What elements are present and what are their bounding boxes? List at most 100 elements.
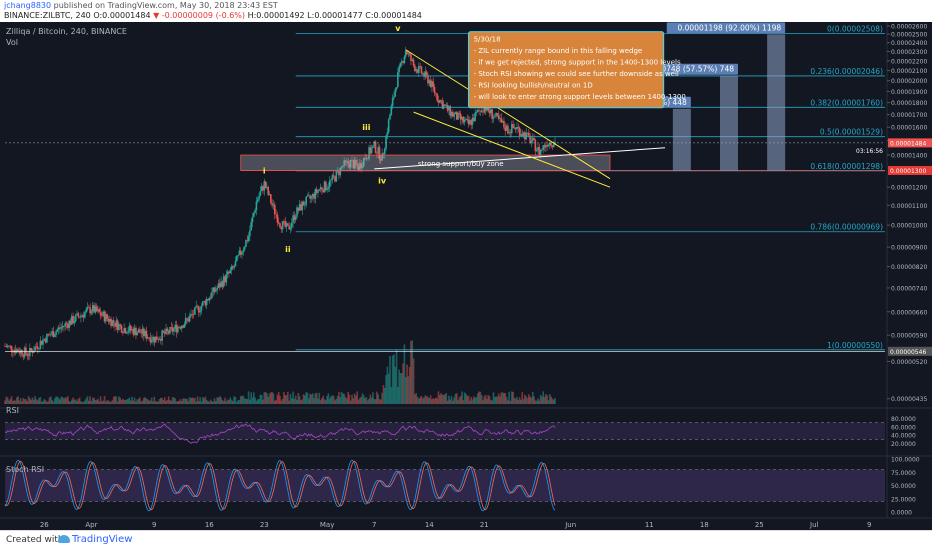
wave-label: iii	[362, 123, 370, 132]
candle	[310, 196, 313, 199]
volume-bar	[212, 401, 215, 404]
volume-bar	[101, 401, 103, 404]
candle	[432, 81, 435, 87]
stoch-d-line	[4, 460, 556, 511]
volume-bar	[335, 398, 338, 404]
volume-bar	[21, 401, 23, 404]
candle	[373, 141, 376, 146]
candle	[65, 323, 68, 325]
volume-bar	[161, 398, 163, 404]
tradingview-brand[interactable]: TradingView	[72, 534, 133, 545]
volume-bar	[43, 399, 46, 404]
candle	[292, 215, 294, 223]
candle	[431, 81, 433, 88]
volume-bar	[15, 397, 18, 404]
volume-bar	[76, 401, 78, 404]
x-tick-label: 14	[425, 521, 434, 529]
candle	[429, 80, 432, 88]
volume-bar	[73, 399, 76, 404]
candle	[98, 309, 101, 313]
volume-bar	[386, 366, 389, 404]
candle	[288, 225, 290, 230]
volume-bar	[349, 400, 352, 404]
candle	[330, 179, 332, 181]
candle	[6, 345, 9, 348]
candle	[238, 250, 241, 256]
volume-bar	[245, 398, 247, 404]
candle	[105, 314, 107, 322]
volume-bar	[242, 395, 245, 404]
volume-bar	[484, 394, 487, 404]
volume-bar	[542, 391, 545, 404]
candle	[386, 132, 389, 136]
annotation-line: - if we get rejected, strong support in …	[474, 59, 681, 67]
candle	[198, 306, 200, 313]
candle	[283, 221, 285, 222]
volume-bar	[272, 393, 275, 404]
volume-bar	[77, 398, 80, 404]
volume-bar	[322, 395, 325, 404]
candle	[174, 324, 177, 329]
candle	[370, 148, 373, 154]
annotation-note[interactable]	[467, 31, 665, 109]
candle	[47, 333, 50, 335]
candle	[215, 290, 217, 292]
volume-bar	[153, 396, 156, 404]
volume-bar	[152, 401, 154, 404]
candle	[186, 317, 188, 319]
volume-bar	[402, 363, 404, 404]
candle	[458, 113, 461, 114]
volume-bar	[123, 399, 125, 404]
candle	[251, 216, 254, 223]
created-with-text: Created with	[6, 535, 64, 545]
candle	[538, 147, 541, 156]
volume-bar	[200, 401, 203, 404]
volume-bar	[366, 400, 369, 404]
volume-bar	[42, 401, 44, 404]
candle	[504, 127, 507, 131]
candle	[455, 111, 458, 120]
candle	[213, 287, 216, 292]
volume-bar	[82, 401, 85, 404]
volume-bar	[554, 397, 556, 404]
candle	[276, 214, 279, 223]
volume-bar	[224, 397, 226, 404]
candle	[30, 347, 32, 351]
annotation-line: 5/30/18	[474, 36, 501, 44]
wave-label: ii	[285, 245, 291, 254]
volume-bar	[415, 393, 417, 404]
volume-bar	[370, 397, 373, 404]
candle	[272, 204, 275, 206]
candle	[449, 105, 452, 116]
volume-bar	[281, 398, 284, 404]
candle	[351, 160, 353, 161]
candle	[433, 86, 436, 93]
price-chart[interactable]: 0(0.00002508) 0.236(0.00002046) 0.382(0.00…	[0, 22, 932, 530]
candle	[348, 164, 351, 168]
candle	[170, 327, 173, 328]
y-tick-label: 0.00002300	[891, 49, 927, 56]
volume-bar	[343, 393, 345, 404]
candle	[554, 142, 556, 145]
candle	[60, 327, 63, 329]
volume-bar	[232, 400, 234, 404]
volume-bar	[228, 400, 230, 404]
candle	[479, 110, 482, 112]
candle	[545, 144, 547, 148]
candle	[200, 305, 203, 311]
volume-label: Vol	[6, 38, 18, 47]
candle	[495, 113, 497, 117]
candle	[547, 144, 550, 147]
volume-bar	[182, 398, 184, 404]
candle	[340, 166, 343, 168]
annotation-line: - will look to enter strong support leve…	[474, 93, 686, 101]
candle	[357, 165, 360, 171]
volume-bar	[271, 391, 273, 404]
candle	[21, 350, 23, 356]
volume-bar	[473, 396, 475, 404]
author-link[interactable]: jchang8830	[4, 1, 52, 10]
candle	[160, 338, 162, 341]
candle	[195, 305, 197, 308]
x-tick-label: Jul	[809, 521, 819, 529]
volume-bar	[446, 400, 449, 404]
